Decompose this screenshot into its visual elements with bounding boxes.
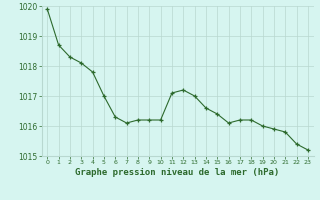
X-axis label: Graphe pression niveau de la mer (hPa): Graphe pression niveau de la mer (hPa) xyxy=(76,168,280,177)
